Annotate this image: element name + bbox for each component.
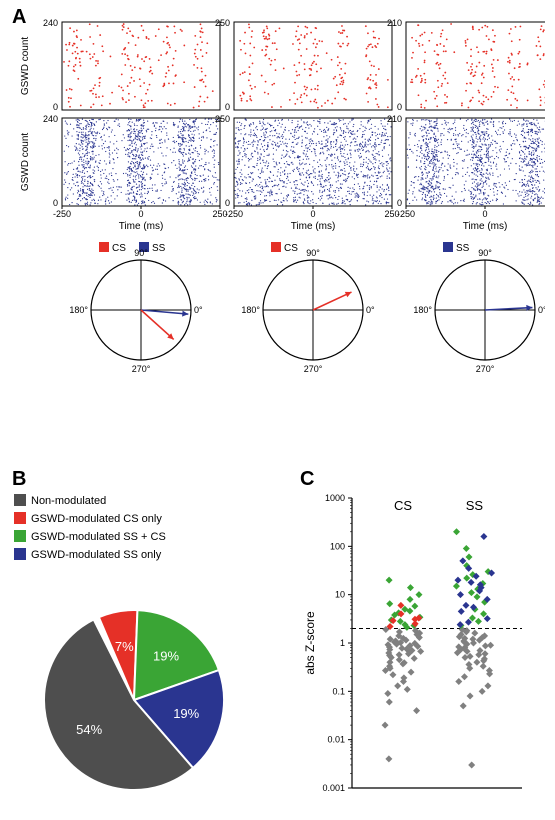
svg-text:Time (ms): Time (ms) — [291, 221, 336, 232]
svg-text:210: 210 — [387, 114, 402, 124]
svg-text:0: 0 — [397, 198, 402, 208]
svg-text:0: 0 — [53, 198, 58, 208]
svg-text:240: 240 — [43, 114, 58, 124]
panel-b: Non-modulatedGSWD-modulated CS onlyGSWD-… — [14, 490, 284, 820]
svg-text:0: 0 — [225, 198, 230, 208]
panel-a: GSWD count2400GSWD count2400-2500250Time… — [14, 10, 545, 430]
figure-container: A GSWD count2400GSWD count2400-2500250Ti… — [0, 0, 555, 818]
svg-text:Time (ms): Time (ms) — [119, 221, 164, 232]
panel-b-label: B — [12, 468, 26, 491]
svg-text:210: 210 — [387, 18, 402, 28]
svg-text:0: 0 — [310, 209, 315, 219]
svg-text:GSWD count: GSWD count — [20, 133, 31, 192]
panel-c-label: C — [300, 468, 314, 491]
svg-text:-250: -250 — [53, 209, 71, 219]
svg-text:250: 250 — [215, 18, 230, 28]
svg-text:240: 240 — [43, 18, 58, 28]
svg-text:250: 250 — [215, 114, 230, 124]
svg-text:0: 0 — [397, 102, 402, 112]
svg-text:GSWD count: GSWD count — [20, 37, 31, 96]
svg-text:0: 0 — [225, 102, 230, 112]
svg-text:0: 0 — [53, 102, 58, 112]
svg-text:0: 0 — [138, 209, 143, 219]
panel-c: 0.0010.010.11101001000abs Z-scoreCSSS — [300, 490, 550, 820]
svg-text:-250: -250 — [225, 209, 243, 219]
